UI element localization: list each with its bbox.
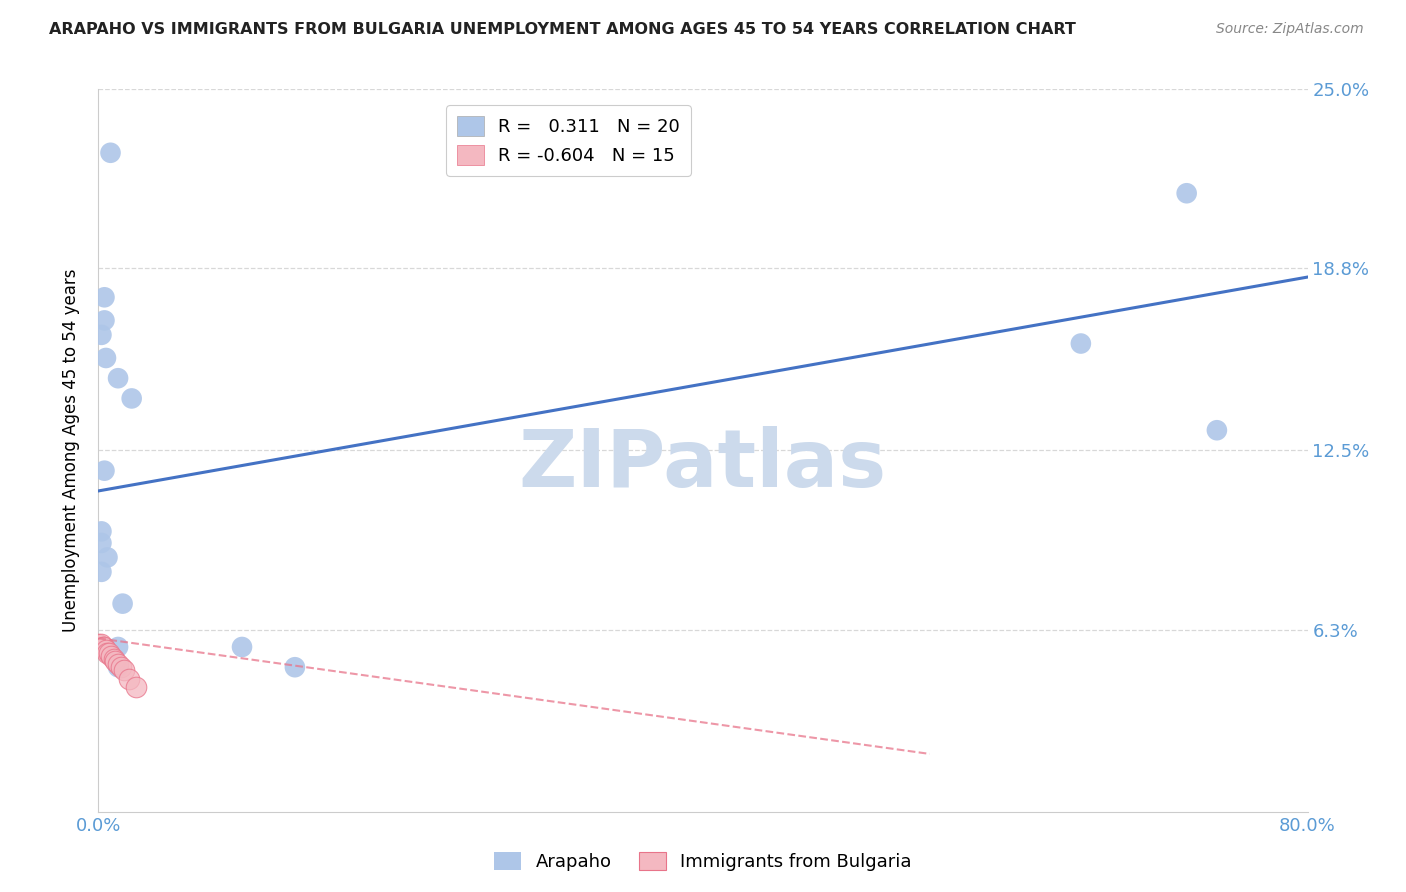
Point	[90, 327, 112, 342]
Y-axis label: Unemployment Among Ages 45 to 54 years: Unemployment Among Ages 45 to 54 years	[62, 268, 80, 632]
Point	[90, 524, 112, 539]
Point	[96, 646, 118, 660]
Point	[90, 637, 112, 651]
Point	[91, 640, 114, 654]
Point	[90, 536, 112, 550]
Point	[231, 640, 253, 654]
Point	[94, 351, 117, 365]
Point	[94, 643, 117, 657]
Point	[93, 290, 115, 304]
Text: ZIPatlas: ZIPatlas	[519, 425, 887, 504]
Point	[284, 660, 307, 674]
Point	[93, 313, 115, 327]
Text: Source: ZipAtlas.com: Source: ZipAtlas.com	[1216, 22, 1364, 37]
Point	[90, 565, 112, 579]
Point	[125, 681, 148, 695]
Point	[100, 648, 122, 663]
Point	[110, 660, 132, 674]
Point	[87, 637, 110, 651]
Point	[121, 392, 143, 406]
Point	[112, 663, 135, 677]
Point	[107, 371, 129, 385]
Point	[93, 640, 115, 654]
Point	[93, 464, 115, 478]
Point	[98, 646, 121, 660]
Point	[104, 655, 127, 669]
Point	[107, 660, 129, 674]
Point	[107, 640, 129, 654]
Point	[100, 145, 122, 160]
Point	[1070, 336, 1092, 351]
Point	[107, 657, 129, 672]
Point	[1206, 423, 1229, 437]
Point	[103, 651, 125, 665]
Point	[96, 550, 118, 565]
Point	[1175, 186, 1198, 201]
Point	[118, 672, 141, 686]
Legend: R =   0.311   N = 20, R = -0.604   N = 15: R = 0.311 N = 20, R = -0.604 N = 15	[446, 105, 690, 176]
Text: ARAPAHO VS IMMIGRANTS FROM BULGARIA UNEMPLOYMENT AMONG AGES 45 TO 54 YEARS CORRE: ARAPAHO VS IMMIGRANTS FROM BULGARIA UNEM…	[49, 22, 1076, 37]
Legend: Arapaho, Immigrants from Bulgaria: Arapaho, Immigrants from Bulgaria	[486, 845, 920, 879]
Point	[111, 597, 134, 611]
